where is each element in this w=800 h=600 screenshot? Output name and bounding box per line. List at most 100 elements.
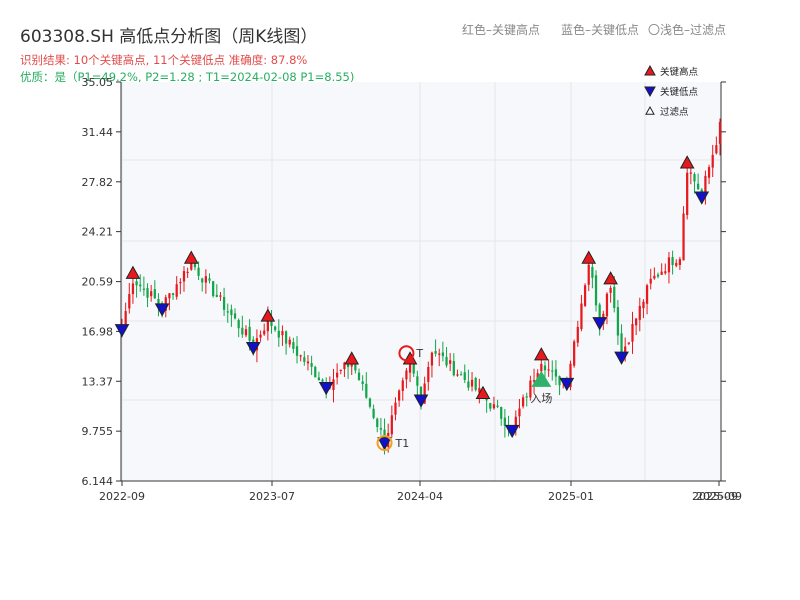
candle-body: [554, 369, 558, 377]
candle-body: [142, 288, 146, 290]
candle-body: [474, 377, 477, 390]
y-tick-label: 35.05: [82, 76, 114, 89]
key-low-marker: [504, 424, 520, 439]
x-tick-label-overlap: 2025-09: [692, 490, 738, 503]
candle-body: [266, 316, 269, 332]
candle-body: [368, 398, 372, 407]
candle-body: [470, 379, 474, 387]
candle-body: [332, 379, 335, 390]
candle-body: [343, 362, 346, 370]
key-high-marker: [603, 271, 618, 285]
candle-body: [711, 154, 714, 168]
candle-body: [339, 369, 342, 371]
candle-body: [514, 416, 517, 427]
candle-body: [686, 172, 689, 216]
candle-body: [150, 291, 153, 297]
candle-body: [620, 333, 623, 355]
quality-summary: 优质：是（P1=49.2%, P2=1.28 ; T1=2024-02-08 P…: [20, 70, 355, 84]
key-low-marker: [694, 191, 710, 205]
candle-body: [299, 355, 302, 357]
candle-body: [598, 304, 601, 325]
candle-body: [489, 403, 492, 409]
key-high-marker: [260, 308, 276, 322]
candle-body: [397, 390, 401, 401]
candle-body: [656, 274, 660, 277]
candle-body: [492, 404, 496, 409]
key-low-marker: [114, 324, 130, 338]
key-high-marker: [344, 351, 360, 365]
key-low-marker: [154, 303, 170, 317]
candle-body: [124, 311, 127, 325]
candle-body: [635, 318, 638, 326]
candle-body: [441, 352, 445, 357]
x-tick-label: 2024-04: [397, 490, 443, 503]
key-low-marker: [592, 317, 608, 331]
candle-body: [547, 369, 550, 371]
candle-body: [704, 175, 707, 194]
key-high-marker: [183, 250, 199, 264]
legend-filtered-icon: [645, 105, 655, 115]
candle-body: [306, 361, 310, 364]
candle-body: [569, 363, 572, 388]
candle-body: [467, 381, 470, 388]
candle-body: [277, 330, 280, 338]
candle-body: [645, 285, 649, 304]
candle-body: [303, 357, 306, 362]
plot-area: [121, 82, 721, 481]
candle-body: [390, 415, 393, 435]
candle-body: [372, 408, 375, 418]
candle-body: [284, 331, 288, 344]
candle-body: [179, 281, 182, 284]
candle-body: [204, 276, 207, 283]
candle-body: [430, 352, 434, 366]
candle-body: [336, 372, 339, 378]
candle-body: [259, 334, 262, 338]
candle-body: [317, 377, 321, 381]
candle-body: [438, 353, 441, 355]
top-legend-blue: 蓝色–关键低点: [561, 23, 640, 37]
candle-body: [401, 380, 404, 391]
key-low-marker: [614, 351, 629, 365]
candle-body: [543, 365, 547, 371]
candle-body: [518, 408, 521, 417]
candle-body: [500, 407, 503, 419]
t1-top-label: T: [415, 347, 423, 360]
candle-body: [175, 284, 178, 297]
candle-body: [405, 370, 408, 380]
x-tick-label: 2023-07: [249, 490, 295, 503]
candle-body: [412, 363, 415, 374]
candle-body: [146, 288, 149, 298]
key-low-marker: [377, 437, 392, 451]
candle-body: [459, 374, 463, 376]
legend-high-icon: [644, 64, 656, 76]
candle-body: [631, 323, 634, 342]
candle-body: [532, 380, 536, 382]
y-tick-label: 6.144: [82, 475, 114, 488]
candle-body: [594, 275, 598, 306]
candle-body: [445, 356, 448, 366]
candle-body: [357, 372, 361, 381]
candle-body: [583, 285, 587, 306]
legend-high-label: 关键高点: [660, 66, 699, 78]
candle-body: [354, 361, 357, 371]
candle-body: [135, 281, 138, 286]
candle-body: [197, 267, 200, 276]
key-low-marker: [245, 342, 261, 356]
candle-body: [660, 271, 663, 275]
candle-body: [212, 281, 215, 297]
candle-body: [616, 307, 620, 336]
candle-body: [718, 121, 722, 144]
x-tick-label: 2022-09: [99, 490, 145, 503]
candle-body: [219, 295, 222, 297]
y-tick-label: 20.59: [82, 276, 114, 289]
candle-body: [153, 289, 156, 299]
candle-body: [525, 396, 528, 398]
candle-body: [689, 172, 692, 174]
candle-body: [696, 183, 700, 190]
candle-body: [416, 376, 419, 386]
candle-body: [139, 284, 142, 287]
legend-low-label: 关键低点: [660, 86, 699, 98]
result-summary: 识别结果: 10个关键高点, 11个关键低点 准确度: 87.8%: [20, 53, 308, 67]
candle-body: [609, 287, 612, 293]
candle-body: [346, 363, 350, 368]
